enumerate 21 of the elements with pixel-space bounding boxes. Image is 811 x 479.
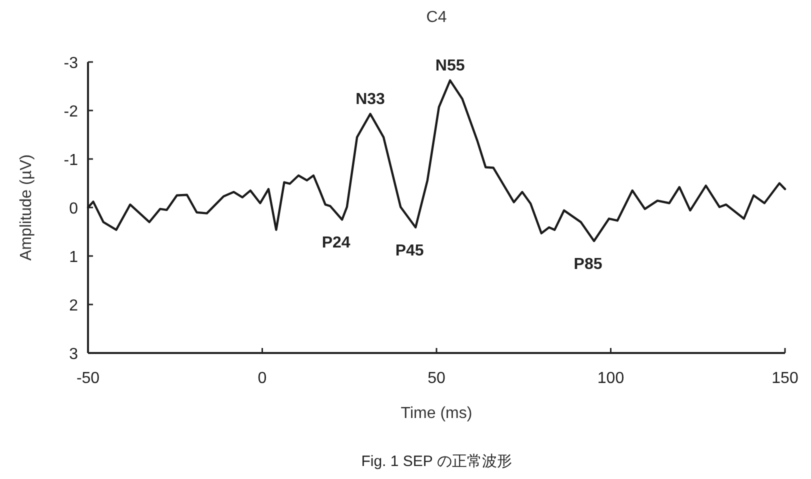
x-tick-label: 0	[258, 370, 267, 387]
annotation: N55	[435, 57, 465, 74]
caption: Fig. 1 SEP の正常波形	[361, 453, 512, 470]
x-tick-label: 50	[428, 370, 446, 387]
y-tick-label: 0	[69, 200, 78, 218]
chart-title: C4	[426, 9, 447, 26]
annotation: P85	[574, 256, 602, 273]
annotation: P24	[322, 234, 350, 252]
y-tick-label: -2	[64, 104, 78, 120]
y-axis-title: Amplitude (µV)	[18, 154, 35, 261]
annotation: P45	[395, 242, 424, 260]
x-tick-label: 150	[772, 370, 798, 387]
y-tick-label: 3	[69, 346, 78, 363]
y-tick-label: 1	[69, 249, 78, 266]
x-tick-label: -50	[76, 370, 100, 387]
x-axis-title: Time (ms)	[400, 405, 472, 422]
y-tick-label: -3	[64, 55, 78, 72]
y-tick-label: -1	[64, 152, 78, 169]
x-tick-label: 100	[597, 370, 624, 387]
y-tick-label: 2	[69, 298, 78, 314]
annotation: N33	[356, 90, 386, 108]
